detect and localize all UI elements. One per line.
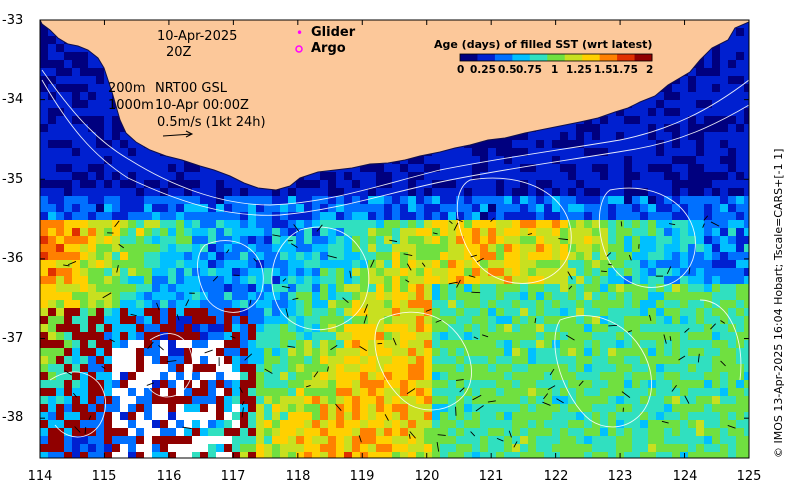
colorbar-tick: 1.75 xyxy=(612,64,638,76)
time-label: 20Z xyxy=(166,45,192,60)
colorbar-swatch xyxy=(512,54,531,61)
x-tick-label: 123 xyxy=(607,469,633,484)
bathymetry-contours xyxy=(41,69,749,438)
colorbar-swatch xyxy=(617,54,636,61)
colorbar-tick: 0.5 xyxy=(498,64,517,76)
vector-scale-label: 0.5m/s (1kt 24h) xyxy=(157,115,266,130)
colorbar-tick: 0.75 xyxy=(516,64,542,76)
x-tick-label: 121 xyxy=(478,469,504,484)
colorbar-swatch xyxy=(460,54,478,61)
y-tick-label: -35 xyxy=(2,172,24,187)
depth-1000-label: 1000m xyxy=(108,98,154,113)
x-tick-label: 117 xyxy=(220,469,246,484)
source-label: NRT00 GSL xyxy=(155,81,227,96)
date-label: 10-Apr-2025 xyxy=(157,29,238,44)
y-tick-label: -36 xyxy=(2,251,24,266)
glider-marker-icon: • xyxy=(296,26,303,40)
colorbar-tick: 0 xyxy=(457,64,465,76)
y-tick-label: -34 xyxy=(2,92,24,107)
colorbar-swatch xyxy=(582,54,601,61)
glider-legend-label: Glider xyxy=(311,25,356,40)
x-tick-label: 114 xyxy=(27,469,53,484)
depth-200-label: 200m xyxy=(108,81,146,96)
y-tick-label: -33 xyxy=(2,13,24,28)
x-tick-label: 122 xyxy=(543,469,569,484)
colorbar xyxy=(459,53,653,62)
colorbar-swatch xyxy=(529,54,548,61)
colorbar-swatch xyxy=(494,54,513,61)
x-tick-label: 119 xyxy=(349,469,375,484)
land-mass xyxy=(40,20,749,191)
argo-legend-label: Argo xyxy=(311,41,346,56)
argo-marker-icon xyxy=(295,45,303,53)
current-time-label: 10-Apr 00:00Z xyxy=(155,98,249,113)
x-tick-label: 118 xyxy=(285,469,311,484)
colorbar-swatch xyxy=(634,54,653,61)
y-tick-label: -37 xyxy=(2,331,24,346)
colorbar-swatch xyxy=(547,54,566,61)
x-tick-label: 116 xyxy=(156,469,182,484)
x-tick-label: 124 xyxy=(672,469,698,484)
colorbar-tick: 1.25 xyxy=(566,64,592,76)
axes-frame xyxy=(39,19,750,459)
colorbar-title: Age (days) of filled SST (wrt latest) xyxy=(434,38,653,51)
colorbar-tick: 0.25 xyxy=(470,64,496,76)
colorbar-swatch xyxy=(477,54,496,61)
x-tick-label: 120 xyxy=(414,469,440,484)
colorbar-tick: 1 xyxy=(551,64,559,76)
current-vectors xyxy=(63,215,736,452)
colorbar-swatch xyxy=(564,54,583,61)
colorbar-tick: 2 xyxy=(646,64,654,76)
colorbar-swatch xyxy=(599,54,618,61)
y-tick-label: -38 xyxy=(2,410,24,425)
x-tick-label: 125 xyxy=(736,469,762,484)
axis-ticks xyxy=(39,19,750,458)
colorbar-tick: 1.5 xyxy=(594,64,613,76)
x-tick-label: 115 xyxy=(91,469,117,484)
vector-scale-arrow xyxy=(162,130,194,138)
credit-text: © IMOS 13-Apr-2025 16:04 Hobart; Tscale=… xyxy=(772,148,785,458)
